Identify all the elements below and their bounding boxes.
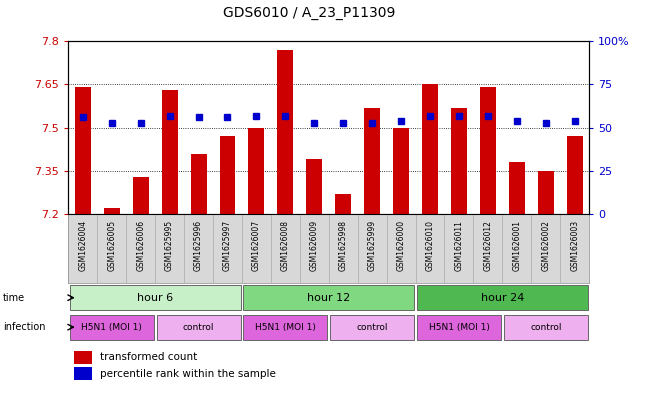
- Text: GSM1625999: GSM1625999: [368, 220, 377, 271]
- Text: GSM1626001: GSM1626001: [512, 220, 521, 271]
- Text: GSM1626009: GSM1626009: [310, 220, 319, 271]
- Text: hour 24: hour 24: [480, 293, 524, 303]
- Text: hour 6: hour 6: [137, 293, 173, 303]
- Bar: [161, 90, 178, 214]
- Bar: [249, 128, 264, 214]
- Bar: [191, 154, 206, 214]
- Bar: [157, 315, 240, 340]
- Bar: [104, 208, 120, 214]
- Bar: [243, 315, 327, 340]
- Text: GSM1626002: GSM1626002: [541, 220, 550, 271]
- Bar: [74, 351, 92, 364]
- Text: control: control: [183, 323, 214, 332]
- Text: GSM1626004: GSM1626004: [78, 220, 87, 271]
- Text: infection: infection: [3, 322, 46, 332]
- Bar: [504, 315, 588, 340]
- Text: percentile rank within the sample: percentile rank within the sample: [100, 369, 275, 379]
- Text: GSM1626010: GSM1626010: [426, 220, 434, 271]
- Bar: [417, 315, 501, 340]
- Bar: [219, 136, 236, 214]
- Bar: [509, 162, 525, 214]
- Bar: [538, 171, 554, 214]
- Bar: [74, 367, 92, 380]
- Text: hour 12: hour 12: [307, 293, 350, 303]
- Text: GSM1626000: GSM1626000: [396, 220, 406, 271]
- Text: H5N1 (MOI 1): H5N1 (MOI 1): [255, 323, 316, 332]
- Text: GSM1626008: GSM1626008: [281, 220, 290, 271]
- Text: GSM1626007: GSM1626007: [252, 220, 261, 271]
- Text: GSM1626012: GSM1626012: [484, 220, 492, 270]
- Text: transformed count: transformed count: [100, 352, 197, 362]
- Bar: [393, 128, 409, 214]
- Bar: [480, 87, 496, 214]
- Bar: [417, 285, 588, 310]
- Bar: [277, 50, 294, 214]
- Bar: [133, 177, 148, 214]
- Bar: [567, 136, 583, 214]
- Bar: [70, 285, 240, 310]
- Text: GSM1626006: GSM1626006: [136, 220, 145, 271]
- Bar: [243, 285, 414, 310]
- Text: GSM1625996: GSM1625996: [194, 220, 203, 271]
- Text: control: control: [530, 323, 562, 332]
- Text: GSM1626005: GSM1626005: [107, 220, 117, 271]
- Bar: [451, 108, 467, 214]
- Bar: [70, 315, 154, 340]
- Text: H5N1 (MOI 1): H5N1 (MOI 1): [428, 323, 490, 332]
- Text: GSM1625995: GSM1625995: [165, 220, 174, 271]
- Text: GSM1625998: GSM1625998: [339, 220, 348, 271]
- Text: time: time: [3, 293, 25, 303]
- Text: GSM1626011: GSM1626011: [454, 220, 464, 270]
- Text: H5N1 (MOI 1): H5N1 (MOI 1): [81, 323, 142, 332]
- Text: GSM1626003: GSM1626003: [570, 220, 579, 271]
- Text: control: control: [356, 323, 388, 332]
- Bar: [330, 315, 414, 340]
- Text: GDS6010 / A_23_P11309: GDS6010 / A_23_P11309: [223, 6, 395, 20]
- Text: GSM1625997: GSM1625997: [223, 220, 232, 271]
- Bar: [422, 84, 438, 214]
- Bar: [364, 108, 380, 214]
- Bar: [307, 160, 322, 214]
- Bar: [335, 194, 351, 214]
- Bar: [75, 87, 90, 214]
